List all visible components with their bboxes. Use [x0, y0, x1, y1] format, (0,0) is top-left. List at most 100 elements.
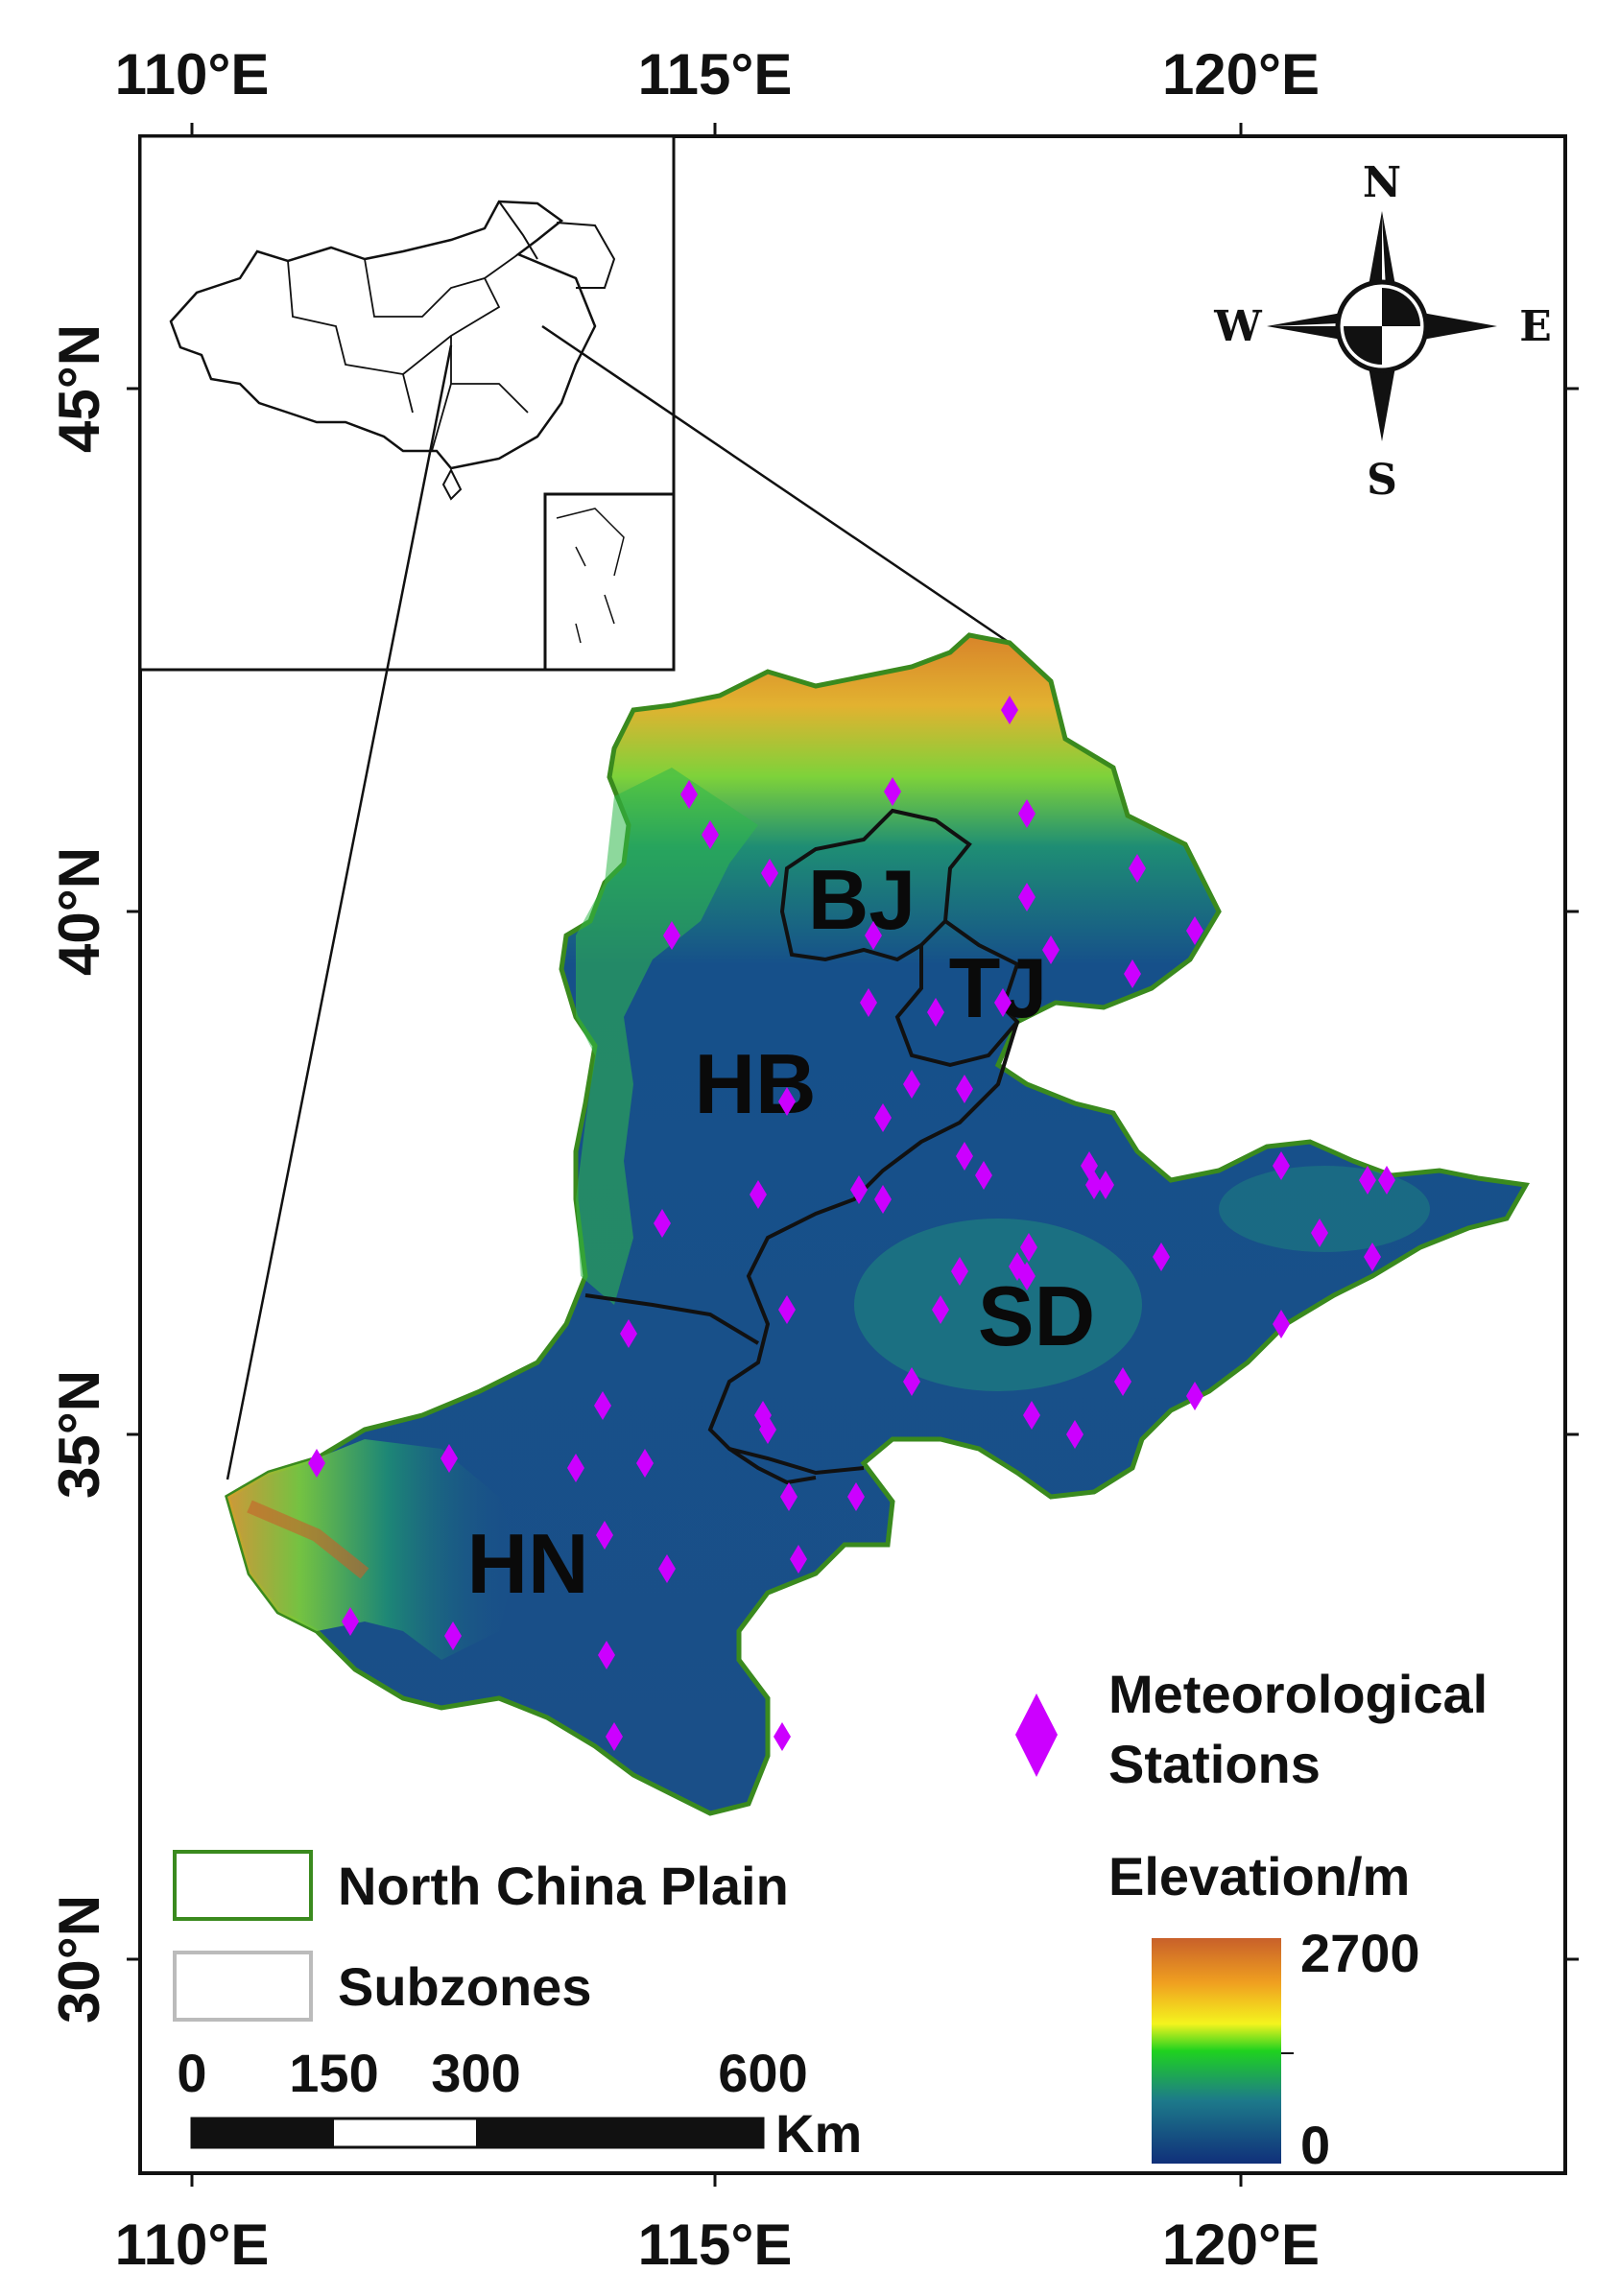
station-marker: [1273, 1310, 1290, 1338]
station-marker: [774, 1722, 791, 1751]
compass-e: E: [1519, 302, 1552, 351]
station-marker: [860, 988, 877, 1017]
station-marker: [620, 1319, 637, 1348]
lon-label-120-bottom: 120°E: [1162, 2213, 1320, 2277]
station-marker: [1124, 959, 1141, 988]
station-marker: [1001, 696, 1018, 724]
scale-tick-600: 600: [718, 2043, 807, 2103]
station-marker: [874, 1185, 892, 1214]
station-marker: [1085, 1171, 1103, 1199]
legend-stations-line1: Meteorological: [1108, 1664, 1488, 1724]
station-marker: [1023, 1401, 1040, 1430]
region-label-hn: HN: [466, 1516, 588, 1611]
station-marker: [342, 1607, 359, 1636]
china-inset: [138, 134, 676, 672]
station-marker: [874, 1103, 892, 1132]
station-marker: [1129, 854, 1146, 883]
legend-station-symbol: [1015, 1693, 1058, 1777]
region-label-tj: TJ: [949, 940, 1048, 1035]
station-marker: [1186, 1382, 1203, 1410]
station-marker: [778, 1087, 796, 1116]
compass-w: W: [1213, 302, 1262, 351]
lat-label-40: 40°N: [47, 847, 111, 976]
scale-bar: 0 150 300 600 Km: [177, 2043, 862, 2164]
station-marker: [567, 1454, 584, 1482]
legend-plain-label: North China Plain: [338, 1856, 789, 1916]
elevation-colorbar: [1152, 1938, 1281, 2164]
station-marker: [1066, 1420, 1083, 1449]
station-marker: [759, 1415, 776, 1444]
station-marker: [951, 1257, 968, 1286]
station-marker: [596, 1521, 613, 1550]
legend-plain-swatch: [173, 1850, 313, 1921]
lon-label-115-top: 115°E: [638, 42, 793, 107]
station-marker: [956, 1142, 973, 1171]
station-marker: [927, 998, 944, 1027]
legend-subzones-swatch: [173, 1951, 313, 2022]
scale-unit: Km: [775, 2103, 862, 2164]
station-marker: [606, 1722, 623, 1751]
station-marker: [932, 1295, 949, 1324]
scale-tick-0: 0: [177, 2043, 206, 2103]
legend-elevation-min: 0: [1300, 2115, 1330, 2175]
station-marker: [780, 1482, 798, 1511]
station-marker: [778, 1295, 796, 1324]
scale-tick-150: 150: [289, 2043, 378, 2103]
lon-label-110-bottom: 110°E: [115, 2213, 270, 2277]
station-marker: [956, 1075, 973, 1103]
station-marker: [1273, 1151, 1290, 1180]
station-marker: [1186, 916, 1203, 945]
lat-label-45: 45°N: [47, 324, 111, 453]
inset-leader-line: [226, 344, 453, 1480]
legend-elevation-title: Elevation/m: [1108, 1846, 1410, 1906]
station-marker: [850, 1175, 868, 1204]
station-marker: [1311, 1219, 1328, 1247]
station-marker: [598, 1641, 615, 1669]
station-marker: [994, 988, 1012, 1017]
station-marker: [308, 1449, 325, 1478]
station-marker: [1018, 883, 1036, 911]
region-label-hb: HB: [694, 1036, 816, 1131]
station-marker: [658, 1554, 676, 1583]
map-frame: [138, 134, 1567, 2175]
station-marker: [1097, 1171, 1114, 1199]
station-marker: [1359, 1166, 1376, 1195]
station-marker: [680, 780, 698, 809]
lat-label-35: 35°N: [47, 1370, 111, 1499]
station-marker: [1153, 1243, 1170, 1271]
north-china-plain: [225, 632, 1531, 1816]
station-marker: [1114, 1367, 1131, 1396]
station-marker: [444, 1621, 462, 1650]
station-marker: [903, 1070, 920, 1099]
graticule-ticks: [127, 123, 1579, 2187]
lon-label-115-bottom: 115°E: [638, 2213, 793, 2277]
region-label-sd: SD: [978, 1268, 1095, 1363]
legend-subzones-label: Subzones: [338, 1956, 591, 2017]
station-marker: [750, 1180, 767, 1209]
compass-s: S: [1367, 456, 1397, 505]
station-marker: [1020, 1233, 1037, 1262]
lon-label-120-top: 120°E: [1162, 42, 1320, 107]
station-marker: [1378, 1166, 1395, 1195]
station-marker: [790, 1545, 807, 1574]
inset-leader-line: [541, 324, 1011, 645]
station-marker: [847, 1482, 865, 1511]
compass-n: N: [1363, 158, 1401, 207]
legend-elevation-max: 2700: [1300, 1923, 1420, 1983]
lon-label-110-top: 110°E: [115, 42, 270, 107]
station-marker: [1018, 1262, 1036, 1290]
station-marker: [1018, 799, 1036, 828]
region-label-bj: BJ: [808, 852, 917, 947]
station-marker: [1364, 1243, 1381, 1271]
station-marker: [903, 1367, 920, 1396]
station-marker: [865, 921, 882, 950]
station-markers: [308, 696, 1395, 1751]
station-marker: [663, 921, 680, 950]
station-marker: [975, 1161, 992, 1190]
station-marker: [702, 820, 719, 849]
compass-rose: N S E W: [1213, 158, 1551, 505]
station-marker: [1042, 935, 1059, 964]
station-marker: [654, 1209, 671, 1238]
scale-tick-300: 300: [431, 2043, 520, 2103]
